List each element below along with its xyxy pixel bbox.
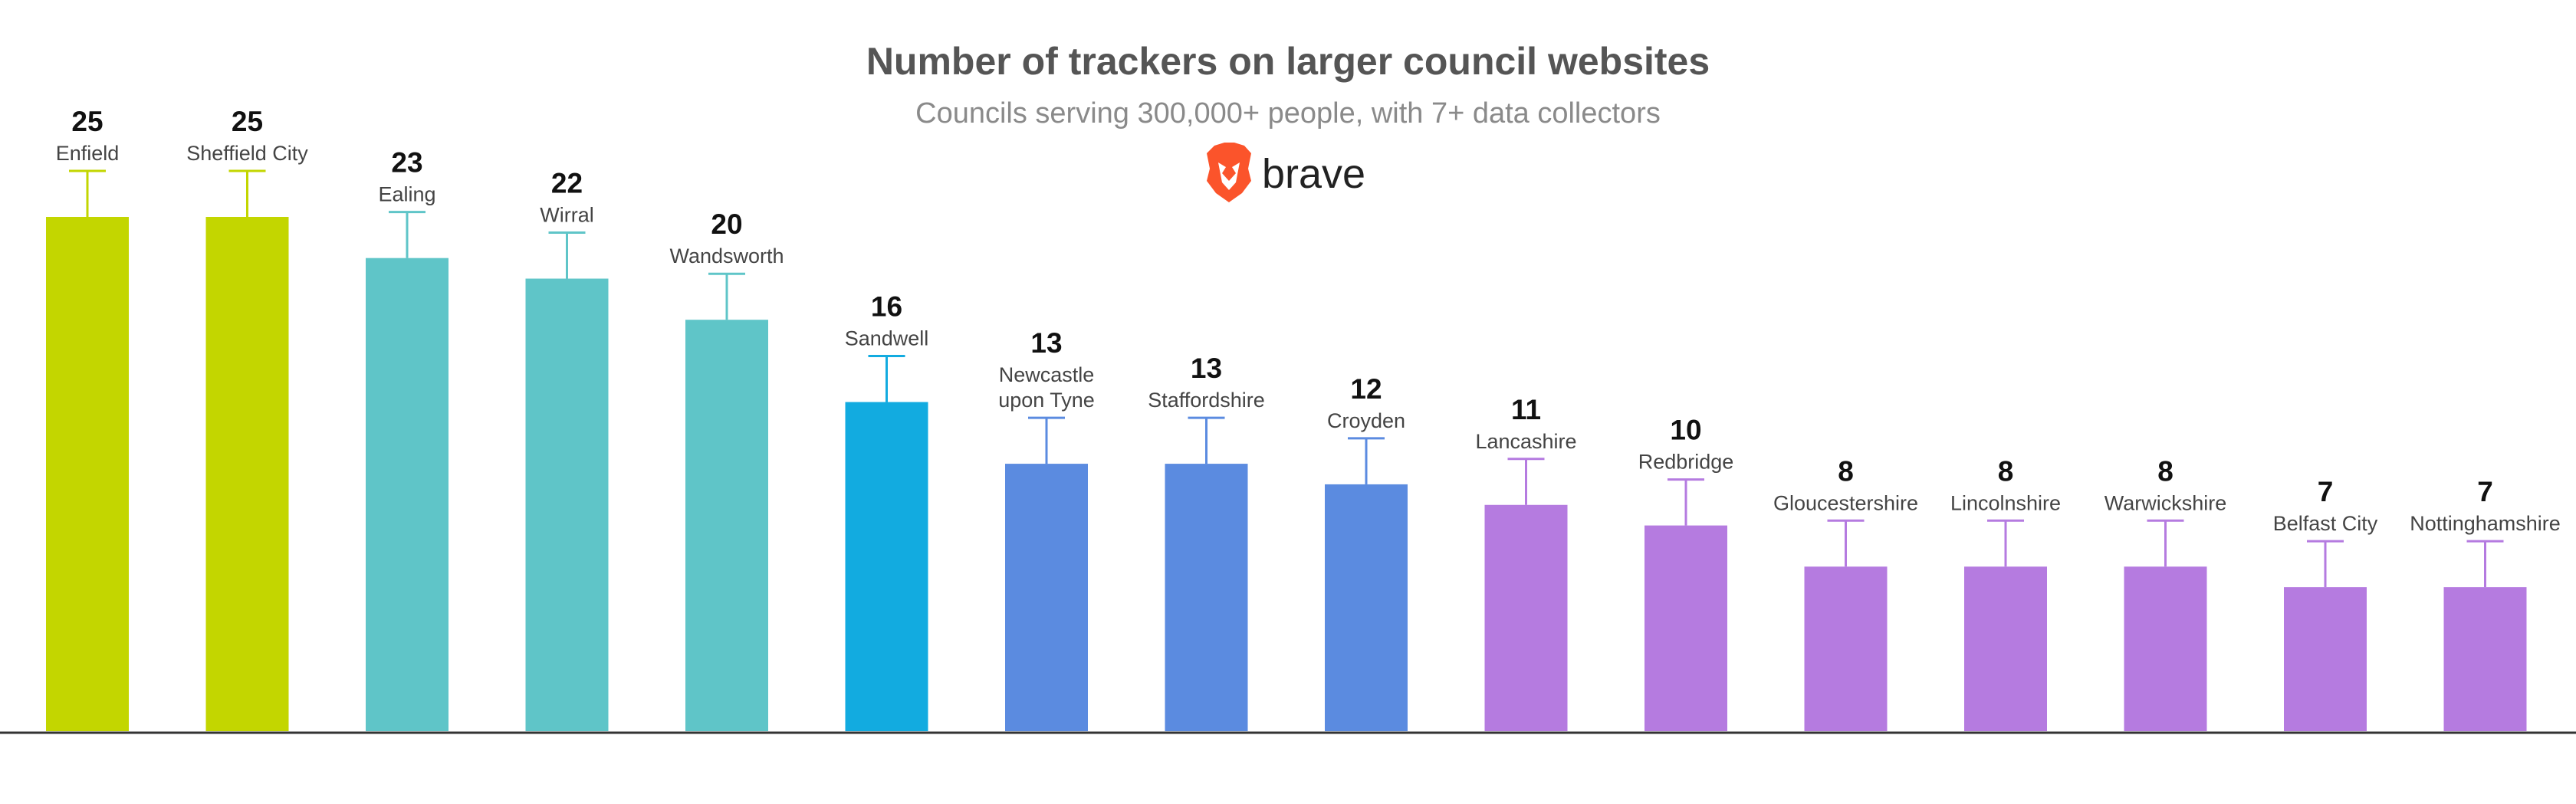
category-label: Staffordshire [1148,389,1265,412]
bar [1165,464,1248,731]
bar [1804,566,1888,731]
category-label: Belfast City [2273,512,2378,535]
bar [2124,566,2207,731]
brave-wordmark: brave [1262,151,1365,197]
category-label: Sandwell [845,327,929,350]
bar [2443,587,2527,731]
category-label: Enfield [56,142,120,165]
category-label: Wirral [540,204,593,227]
category-label: upon Tyne [998,389,1095,412]
brave-logo: brave [1207,143,1365,202]
value-label: 12 [1350,373,1382,405]
value-label: 20 [711,208,742,240]
value-label: 8 [1998,455,2014,487]
bar [1644,525,1727,731]
value-label: 13 [1191,353,1222,384]
category-label: Gloucestershire [1773,491,1918,514]
category-label: Wandsworth [669,244,784,267]
value-label: 7 [2477,476,2493,507]
category-label: Warwickshire [2104,491,2227,514]
bar [366,258,449,731]
category-label: Croyden [1327,409,1405,432]
bar [845,402,928,731]
value-label: 8 [1838,455,1854,487]
category-label: Ealing [378,183,435,206]
value-label: 10 [1670,415,1701,446]
bar [1005,464,1088,731]
category-label: Sheffield City [186,142,308,165]
value-labels: 25 25 23 22 20 16 13 13 12 11 10 8 8 8 7 7 [71,106,2492,507]
error-bars [69,169,2504,588]
value-label: 7 [2318,476,2334,507]
bar [1484,504,1568,731]
bar [2284,587,2367,731]
bar [1964,566,2047,731]
bars [46,217,2527,731]
category-label: Newcastle [999,363,1095,386]
category-label: Lancashire [1475,430,1576,453]
bar [685,320,768,731]
chart-subtitle: Councils serving 300,000+ people, with 7… [915,97,1661,130]
bar [525,278,609,731]
value-label: 11 [1511,394,1541,425]
value-label: 25 [71,106,103,137]
value-label: 13 [1030,327,1062,359]
chart-header: Number of trackers on larger council web… [866,40,1710,202]
bar [46,217,129,731]
value-label: 23 [391,147,422,179]
category-label: Lincolnshire [1950,491,2061,514]
category-labels: Enfield Sheffield City Ealing Wirral Wandswo… [56,142,2561,535]
category-label: Nottinghamshire [2410,512,2561,535]
category-label: Redbridge [1638,451,1734,474]
chart-title: Number of trackers on larger council web… [866,40,1710,83]
value-label: 22 [551,168,583,199]
value-label: 25 [232,106,263,137]
value-label: 8 [2157,455,2174,487]
bar [1325,484,1408,731]
value-label: 16 [871,291,902,323]
bar [205,217,289,731]
brave-lion-icon [1207,143,1251,202]
